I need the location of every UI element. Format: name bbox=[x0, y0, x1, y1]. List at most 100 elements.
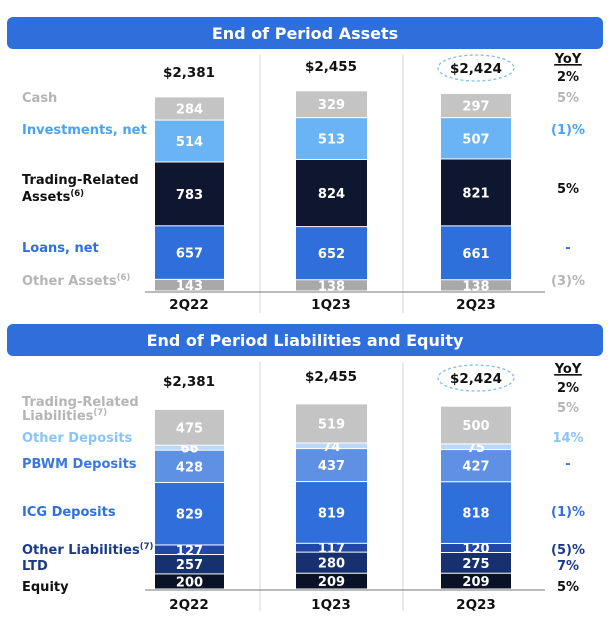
liabilities-bar-icg-deposits-1q23 bbox=[296, 482, 367, 543]
assets-value-label: 143 bbox=[176, 279, 203, 294]
assets-bar-cash-2q23 bbox=[441, 93, 511, 118]
assets-bar-trading-related-assets-2q23 bbox=[441, 159, 511, 226]
liabilities-value-label: 209 bbox=[318, 575, 345, 590]
assets-total-label: $2,455 bbox=[305, 59, 357, 75]
liabilities-row-label-other-deposits: Other Deposits bbox=[22, 431, 133, 446]
assets-total-label: $2,424 bbox=[450, 61, 502, 77]
assets-bar-investments-net-2q22 bbox=[155, 120, 224, 162]
liabilities-bar-pbwm-deposits-2q22 bbox=[155, 450, 224, 482]
assets-value-label: 661 bbox=[462, 247, 489, 262]
assets-value-label: 507 bbox=[462, 132, 489, 147]
liabilities-yoy-ltd: 7% bbox=[557, 559, 579, 574]
assets-bar-cash-1q23 bbox=[296, 91, 367, 118]
assets-bar-investments-net-1q23 bbox=[296, 118, 367, 159]
liabilities-value-label: 275 bbox=[462, 557, 489, 572]
assets-row-label-loans-net: Loans, net bbox=[22, 241, 99, 256]
liabilities-yoy-other-deposits: 14% bbox=[552, 431, 583, 446]
assets-bar-loans-net-2q23 bbox=[441, 226, 511, 280]
liabilities-value-label: 66 bbox=[180, 442, 198, 457]
liabilities-bar-other-liabilities-2q22 bbox=[155, 545, 224, 555]
liabilities-yoy-pbwm-deposits: - bbox=[565, 457, 570, 472]
liabilities-bar-equity-1q23 bbox=[296, 573, 367, 589]
liabilities-value-label: 200 bbox=[176, 575, 203, 590]
assets-value-label: 514 bbox=[176, 135, 203, 150]
assets-row-label-other-assets: Other Assets(6) bbox=[22, 273, 130, 289]
assets-bar-loans-net-1q23 bbox=[296, 227, 367, 280]
liabilities-value-label: 519 bbox=[318, 417, 345, 432]
liabilities-bar-pbwm-deposits-2q23 bbox=[441, 450, 511, 482]
assets-category-label: 1Q23 bbox=[311, 297, 351, 313]
liabilities-row-label-trading-related-liabilities: Trading-Related bbox=[22, 395, 139, 410]
assets-value-label: 513 bbox=[318, 133, 345, 148]
liabilities-bar-other-deposits-1q23 bbox=[296, 443, 367, 449]
liabilities-yoy-icg-deposits: (1)% bbox=[551, 505, 585, 520]
liabilities-value-label: 475 bbox=[176, 421, 203, 436]
liabilities-yoy-equity: 5% bbox=[557, 580, 579, 595]
liabilities-bar-pbwm-deposits-1q23 bbox=[296, 449, 367, 482]
liabilities-value-label: 209 bbox=[462, 575, 489, 590]
liabilities-value-label: 428 bbox=[176, 460, 203, 475]
assets-bar-other-assets-2q23 bbox=[441, 280, 511, 291]
liabilities-bar-ltd-2q23 bbox=[441, 553, 511, 573]
assets-yoy-header: YoY bbox=[554, 52, 582, 67]
assets-row-label-trading-related-assets: Assets(6) bbox=[22, 189, 84, 205]
assets-chart-title: End of Period Assets bbox=[212, 24, 398, 43]
liabilities-value-label: 117 bbox=[318, 542, 345, 557]
liabilities-value-label: 257 bbox=[176, 558, 203, 573]
liabilities-bar-other-deposits-2q23 bbox=[441, 444, 511, 450]
assets-category-label: 2Q23 bbox=[456, 297, 496, 313]
assets-bar-trading-related-assets-2q22 bbox=[155, 162, 224, 226]
liabilities-total-label: $2,381 bbox=[163, 374, 215, 390]
liabilities-yoy-total: 2% bbox=[557, 381, 579, 396]
liabilities-bar-other-liabilities-1q23 bbox=[296, 543, 367, 552]
liabilities-bar-trading-related-liabilities-1q23 bbox=[296, 404, 367, 443]
liabilities-row-label-other-liabilities: Other Liabilities(7) bbox=[22, 542, 153, 558]
liabilities-value-label: 819 bbox=[318, 506, 345, 521]
assets-title-banner bbox=[7, 17, 603, 49]
liabilities-bar-ltd-1q23 bbox=[296, 552, 367, 573]
liabilities-value-label: 829 bbox=[176, 508, 203, 523]
assets-yoy-total: 2% bbox=[557, 70, 579, 85]
assets-bar-other-assets-2q22 bbox=[155, 279, 224, 291]
assets-bar-cash-2q22 bbox=[155, 97, 224, 120]
assets-bar-investments-net-2q23 bbox=[441, 118, 511, 159]
assets-value-label: 284 bbox=[176, 103, 203, 118]
assets-bar-other-assets-1q23 bbox=[296, 280, 367, 291]
liabilities-chart-title: End of Period Liabilities and Equity bbox=[147, 331, 464, 350]
liabilities-category-label: 1Q23 bbox=[311, 597, 351, 613]
liabilities-row-label-equity: Equity bbox=[22, 580, 69, 595]
liabilities-yoy-header: YoY bbox=[554, 362, 582, 377]
liabilities-bar-ltd-2q22 bbox=[155, 555, 224, 574]
liabilities-total-label: $2,424 bbox=[450, 371, 502, 387]
liabilities-value-label: 120 bbox=[462, 542, 489, 557]
liabilities-row-label-pbwm-deposits: PBWM Deposits bbox=[22, 457, 137, 472]
assets-row-label-cash: Cash bbox=[22, 91, 57, 106]
liabilities-value-label: 75 bbox=[467, 441, 485, 456]
liabilities-value-label: 127 bbox=[176, 544, 203, 559]
assets-row-label-investments-net: Investments, net bbox=[22, 123, 147, 138]
liabilities-value-label: 280 bbox=[318, 557, 345, 572]
assets-value-label: 783 bbox=[176, 188, 203, 203]
liabilities-yoy-other-liabilities: (5)% bbox=[551, 543, 585, 558]
assets-category-label: 2Q22 bbox=[169, 297, 209, 313]
liabilities-value-label: 437 bbox=[318, 459, 345, 474]
assets-bar-trading-related-assets-1q23 bbox=[296, 159, 367, 227]
liabilities-category-label: 2Q22 bbox=[169, 597, 209, 613]
assets-bar-loans-net-2q22 bbox=[155, 226, 224, 279]
liabilities-yoy-trading-related-liabilities: 5% bbox=[557, 401, 579, 416]
assets-value-label: 657 bbox=[176, 247, 203, 262]
liabilities-bar-icg-deposits-2q22 bbox=[155, 482, 224, 545]
liabilities-bar-icg-deposits-2q23 bbox=[441, 482, 511, 543]
assets-yoy-other-assets: (3)% bbox=[551, 274, 585, 289]
liabilities-value-label: 500 bbox=[462, 419, 489, 434]
liabilities-bar-trading-related-liabilities-2q23 bbox=[441, 406, 511, 444]
assets-row-label-trading-related-assets: Trading-Related bbox=[22, 173, 139, 188]
liabilities-row-label-icg-deposits: ICG Deposits bbox=[22, 505, 116, 520]
liabilities-value-label: 427 bbox=[462, 460, 489, 475]
assets-value-label: 297 bbox=[462, 100, 489, 115]
assets-total-highlight-ellipse bbox=[437, 54, 515, 82]
liabilities-total-highlight-ellipse bbox=[437, 364, 515, 392]
assets-value-label: 138 bbox=[462, 279, 489, 294]
